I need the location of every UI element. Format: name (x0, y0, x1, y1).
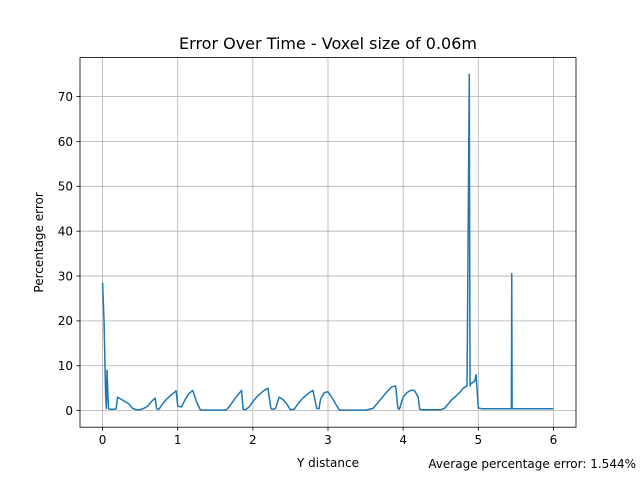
y-tick-label: 30 (58, 269, 73, 283)
x-tick-label: 5 (474, 433, 482, 447)
average-error-annotation: Average percentage error: 1.544% (428, 457, 636, 471)
y-tick-label: 40 (58, 224, 73, 238)
x-tick-label: 4 (399, 433, 407, 447)
x-tick-label: 0 (99, 433, 107, 447)
x-tick-label: 1 (174, 433, 182, 447)
x-axis-ticks: 0 1 2 3 4 5 6 (99, 427, 558, 447)
y-tick-label: 20 (58, 314, 73, 328)
y-tick-label: 10 (58, 359, 73, 373)
y-tick-label: 70 (58, 90, 73, 104)
chart-title: Error Over Time - Voxel size of 0.06m (179, 34, 477, 53)
x-axis-label: Y distance (296, 456, 359, 470)
y-axis-ticks: 0 10 20 30 40 50 60 70 (58, 90, 80, 418)
grid (80, 57, 576, 428)
series-layer (101, 73, 554, 411)
y-axis-label: Percentage error (32, 192, 46, 292)
x-tick-label: 6 (550, 433, 558, 447)
y-tick-label: 60 (58, 135, 73, 149)
y-tick-label: 0 (65, 404, 73, 418)
x-tick-label: 3 (324, 433, 332, 447)
error-series-line (101, 73, 554, 411)
x-tick-label: 2 (249, 433, 257, 447)
y-tick-label: 50 (58, 180, 73, 194)
